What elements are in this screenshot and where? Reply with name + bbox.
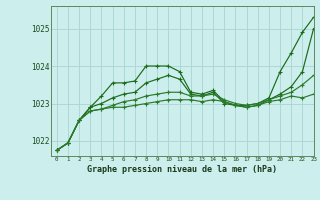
X-axis label: Graphe pression niveau de la mer (hPa): Graphe pression niveau de la mer (hPa) [87,165,277,174]
